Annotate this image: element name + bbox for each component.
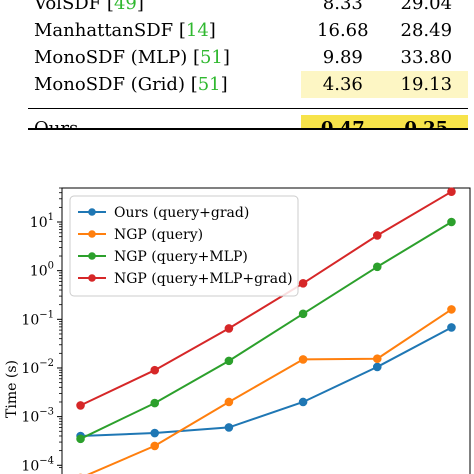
- citation-link[interactable]: 51: [199, 47, 223, 68]
- table-separator: [28, 98, 468, 109]
- data-point: [224, 324, 234, 333]
- method-label: VolSDF: [34, 0, 102, 14]
- legend-marker: [88, 252, 96, 260]
- method-label: Ours: [34, 118, 79, 130]
- citation-link[interactable]: 49: [113, 0, 137, 14]
- y-axis-label: Time (s): [4, 360, 20, 418]
- metric-value-1: 8.33: [322, 0, 363, 14]
- y-tick-base: 10: [21, 312, 39, 328]
- legend-entry: Ours (query+grad): [114, 205, 249, 221]
- citation-link[interactable]: 14: [185, 20, 209, 41]
- data-point: [224, 397, 234, 407]
- method-name: MonoSDF (MLP) [51]: [34, 47, 230, 68]
- data-point: [447, 305, 456, 314]
- legend-entry: NGP (query+MLP): [114, 249, 248, 265]
- method-name: ManhattanSDF [14]: [34, 20, 216, 41]
- data-point: [447, 187, 456, 196]
- table-rule: [28, 128, 468, 130]
- y-tick-base: 10: [30, 264, 48, 280]
- metric-value-1: 4.36: [301, 71, 385, 98]
- metric-value-2: 0.25: [384, 115, 468, 130]
- metric-value-1: 9.89: [322, 47, 363, 68]
- data-point: [447, 217, 456, 227]
- data-point: [298, 309, 308, 319]
- data-point: [76, 434, 85, 444]
- data-point: [224, 356, 234, 366]
- data-point: [372, 362, 382, 372]
- y-tick-exponent: −2: [39, 358, 54, 369]
- metric-value-2: 33.80: [400, 47, 453, 68]
- table-row: MonoSDF (Grid) [51] 4.36 19.13: [28, 71, 468, 98]
- legend-entry: NGP (query): [114, 227, 203, 243]
- table-row: ManhattanSDF [14] 16.68 28.49: [28, 17, 468, 44]
- y-tick-exponent: 1: [48, 212, 54, 223]
- y-tick-label: 10−1: [21, 309, 54, 328]
- data-point: [150, 441, 160, 451]
- series-line: [80, 326, 452, 437]
- metric-value-2: 29.04: [400, 0, 453, 14]
- y-tick-label: 100: [30, 261, 54, 280]
- series-line: [87, 308, 453, 474]
- metric-value-2: 19.13: [384, 71, 468, 98]
- y-tick-label: 10−4: [21, 455, 54, 474]
- results-table: VolSDF [49] 8.33 29.04 ManhattanSDF [14] 16.…: [28, 0, 468, 130]
- results-table-region: VolSDF [49] 8.33 29.04 ManhattanSDF [14] 16.…: [0, 0, 474, 130]
- method-label: ManhattanSDF: [34, 20, 174, 41]
- method-name: Ours: [28, 115, 301, 130]
- y-tick-label: 101: [30, 212, 54, 231]
- data-point: [298, 397, 308, 407]
- metric-value-2: 28.49: [400, 20, 453, 41]
- data-point: [447, 323, 456, 332]
- series-line: [80, 221, 453, 440]
- data-point: [150, 428, 160, 438]
- y-tick-base: 10: [21, 361, 39, 377]
- y-tick-base: 10: [30, 215, 48, 231]
- data-point: [298, 355, 308, 364]
- data-point: [372, 354, 382, 364]
- y-tick-exponent: 0: [48, 261, 54, 272]
- metric-value-1: 0.47: [301, 115, 385, 130]
- y-tick-exponent: −4: [39, 455, 54, 466]
- metric-value-1: 16.68: [317, 20, 369, 41]
- y-tick-exponent: −3: [39, 407, 54, 418]
- legend-marker: [88, 230, 96, 238]
- y-tick-base: 10: [21, 410, 39, 426]
- method-label: MonoSDF (Grid): [34, 74, 185, 95]
- legend-marker: [88, 274, 96, 282]
- y-tick-exponent: −1: [39, 309, 54, 320]
- series-line: [80, 190, 453, 407]
- method-name: VolSDF [49]: [28, 0, 301, 17]
- citation-link[interactable]: 51: [197, 74, 221, 95]
- y-tick-base: 10: [21, 458, 39, 474]
- table-row: VolSDF [49] 8.33 29.04: [28, 0, 468, 17]
- data-point: [76, 401, 85, 410]
- data-point: [150, 398, 160, 408]
- y-tick-label: 10−3: [21, 407, 54, 426]
- data-point: [298, 278, 308, 288]
- method-name: MonoSDF (Grid) [51]: [34, 74, 228, 95]
- data-point: [372, 262, 382, 272]
- table-row: Ours 0.47 0.25: [28, 115, 468, 130]
- legend-marker: [88, 208, 96, 216]
- table-row: MonoSDF (MLP) [51] 9.89 33.80: [28, 44, 468, 71]
- legend-entry: NGP (query+MLP+grad): [114, 271, 293, 287]
- y-tick-label: 10−2: [21, 358, 54, 377]
- data-point: [224, 423, 234, 432]
- legend-box: [69, 195, 299, 297]
- method-label: MonoSDF (MLP): [34, 47, 188, 68]
- data-point: [150, 365, 160, 375]
- data-point: [372, 231, 382, 240]
